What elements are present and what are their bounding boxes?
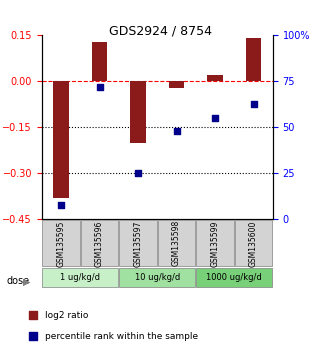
- Text: GDS2924 / 8754: GDS2924 / 8754: [109, 25, 212, 38]
- FancyBboxPatch shape: [119, 268, 195, 287]
- Point: [97, 84, 102, 90]
- Text: 1 ug/kg/d: 1 ug/kg/d: [60, 273, 100, 282]
- Text: 1000 ug/kg/d: 1000 ug/kg/d: [206, 273, 262, 282]
- Bar: [207, 75, 223, 81]
- Text: GSM135595: GSM135595: [56, 220, 65, 267]
- Text: percentile rank within the sample: percentile rank within the sample: [45, 332, 198, 341]
- FancyBboxPatch shape: [81, 221, 118, 266]
- Text: 10 ug/kg/d: 10 ug/kg/d: [135, 273, 180, 282]
- FancyBboxPatch shape: [119, 221, 157, 266]
- Bar: [53, 81, 69, 198]
- Point: [58, 202, 64, 207]
- FancyBboxPatch shape: [42, 268, 118, 287]
- Bar: [92, 41, 107, 81]
- Point: [174, 128, 179, 134]
- FancyBboxPatch shape: [196, 268, 273, 287]
- Bar: [246, 39, 261, 81]
- Text: GSM135596: GSM135596: [95, 220, 104, 267]
- Bar: [130, 81, 146, 143]
- Point: [316, 226, 321, 232]
- Text: GSM135597: GSM135597: [134, 220, 143, 267]
- Point: [251, 101, 256, 106]
- Text: ▶: ▶: [22, 276, 30, 286]
- Text: GSM135599: GSM135599: [211, 220, 220, 267]
- Text: GSM135598: GSM135598: [172, 220, 181, 267]
- Text: GSM135600: GSM135600: [249, 220, 258, 267]
- Bar: [169, 81, 184, 87]
- FancyBboxPatch shape: [196, 221, 234, 266]
- FancyBboxPatch shape: [42, 221, 80, 266]
- Point: [135, 171, 141, 176]
- Text: dose: dose: [6, 276, 30, 286]
- FancyBboxPatch shape: [158, 221, 195, 266]
- Point: [213, 115, 218, 121]
- Text: log2 ratio: log2 ratio: [45, 310, 88, 320]
- FancyBboxPatch shape: [235, 221, 273, 266]
- Point: [316, 33, 321, 39]
